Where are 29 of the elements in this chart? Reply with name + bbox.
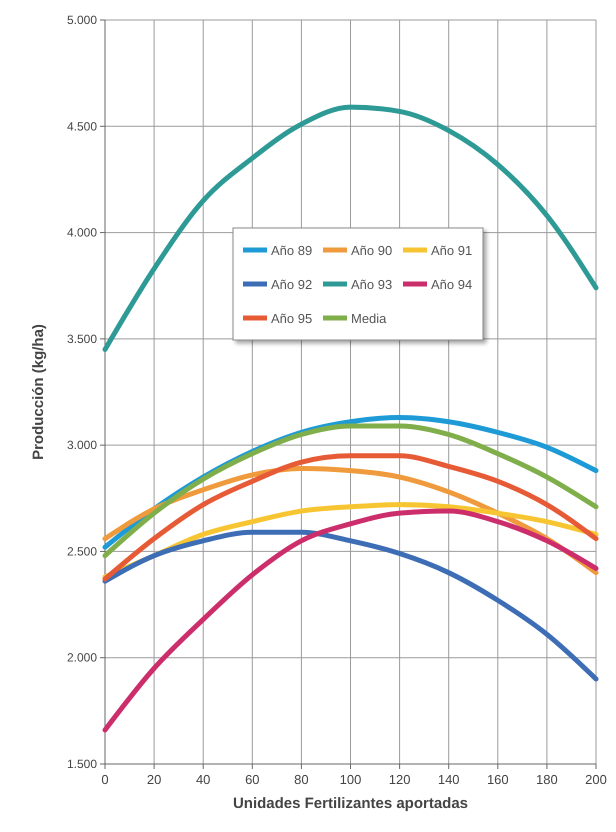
x-tick-label: 0 xyxy=(101,772,109,787)
x-tick-label: 100 xyxy=(340,772,362,787)
y-tick-label: 2.000 xyxy=(66,650,98,665)
legend-label: Año 93 xyxy=(351,277,392,292)
legend-label: Año 90 xyxy=(351,243,392,258)
y-tick-label: 3.500 xyxy=(66,332,98,346)
y-axis-title: Producción (kg/ha) xyxy=(30,324,47,460)
x-tick-label: 60 xyxy=(245,772,260,787)
y-tick-label: 4.500 xyxy=(66,119,98,134)
y-tick-label: 4.000 xyxy=(66,226,98,240)
legend-label: Media xyxy=(351,311,388,326)
x-tick-label: 120 xyxy=(388,772,410,787)
y-tick-label: 1.500 xyxy=(66,757,98,771)
legend-label: Año 95 xyxy=(271,311,312,326)
x-tick-label: 140 xyxy=(438,772,460,787)
legend-label: Año 94 xyxy=(431,277,472,292)
x-axis-title: Unidades Fertilizantes aportadas xyxy=(232,795,468,812)
legend-label: Año 89 xyxy=(271,243,312,258)
y-tick-label: 5.000 xyxy=(66,13,98,27)
legend-label: Año 92 xyxy=(271,277,312,292)
x-tick-label: 80 xyxy=(294,772,309,787)
y-tick-label: 2.500 xyxy=(66,544,98,558)
y-tick-label: 3.000 xyxy=(66,438,98,452)
x-tick-label: 160 xyxy=(486,772,509,787)
legend-label: Año 91 xyxy=(431,243,472,258)
x-tick-label: 200 xyxy=(585,772,607,787)
x-tick-label: 40 xyxy=(196,772,210,787)
x-tick-label: 20 xyxy=(146,772,162,787)
x-tick-label: 180 xyxy=(536,772,558,787)
